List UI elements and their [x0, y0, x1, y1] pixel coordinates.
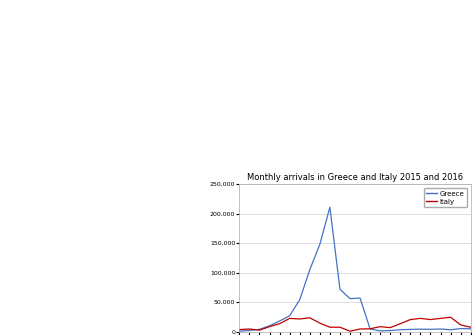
Text: Migration and Refugee Crisis – Total arrivals in 2016: Migration and Refugee Crisis – Total arr…: [5, 21, 165, 26]
Title: Monthly arrivals in Greece and Italy 2015 and 2016: Monthly arrivals in Greece and Italy 201…: [247, 173, 463, 182]
Legend: Greece, Italy: Greece, Italy: [424, 188, 467, 207]
Text: Emergency Response Coordination Centre (ERCC) | Daily Map | 06/01/2017: Emergency Response Coordination Centre (…: [5, 8, 309, 15]
